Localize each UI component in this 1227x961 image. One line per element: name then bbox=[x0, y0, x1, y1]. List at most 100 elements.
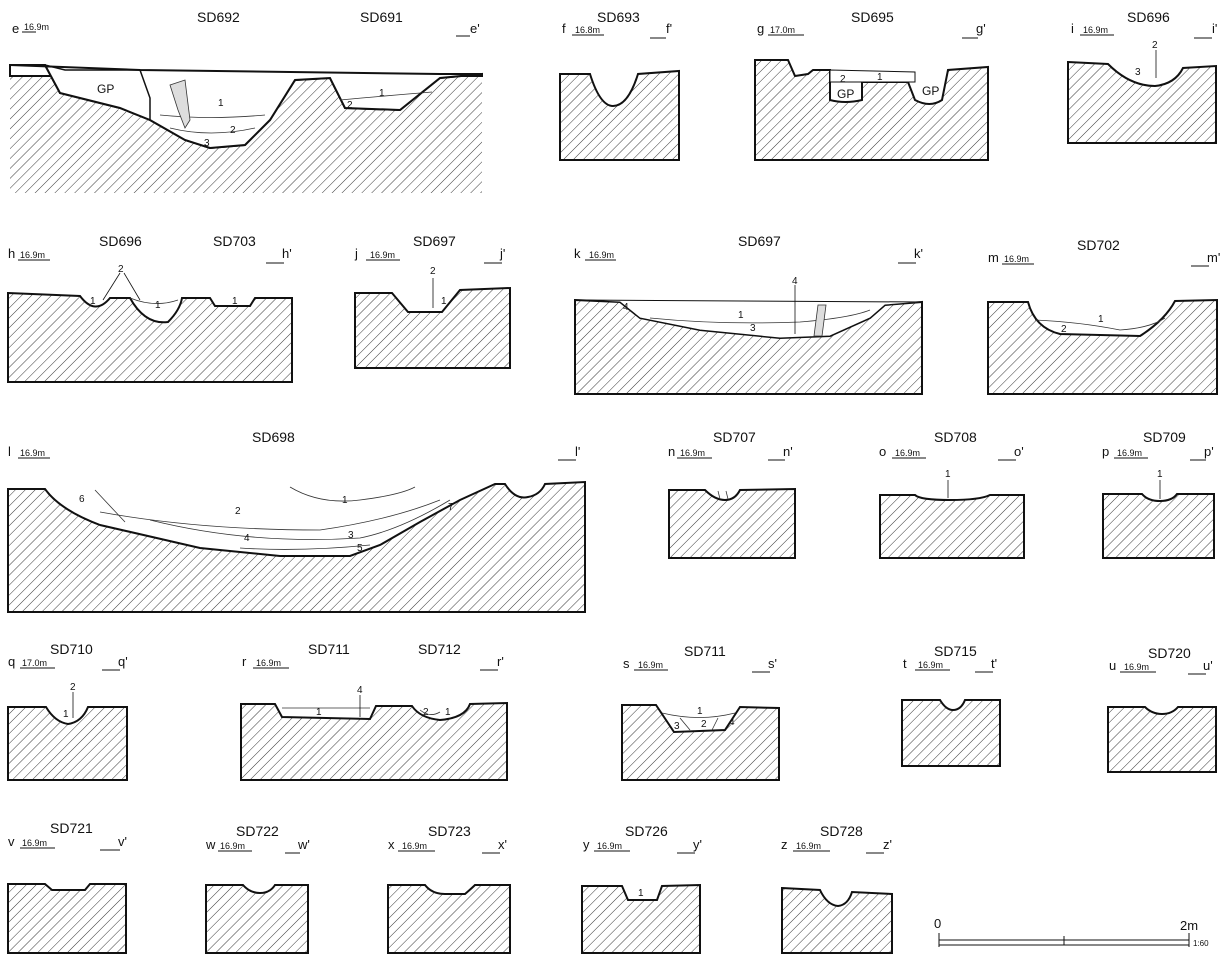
feature-label: SD692 bbox=[197, 9, 240, 25]
elevation-label: 16.9m bbox=[20, 448, 45, 458]
section-start-label: s bbox=[623, 656, 630, 671]
layer-line bbox=[159, 114, 266, 118]
section-end-label: j' bbox=[499, 246, 505, 261]
elevation-label: 16.9m bbox=[1083, 25, 1108, 35]
layer-label: 2 bbox=[230, 125, 236, 136]
section-start-label: p bbox=[1102, 444, 1109, 459]
section-start-label: h bbox=[8, 246, 15, 261]
layer-line bbox=[339, 91, 433, 101]
layer-label: 1 bbox=[316, 707, 322, 718]
gp-boundary bbox=[44, 64, 151, 120]
feature-label: SD703 bbox=[213, 233, 256, 249]
layer-label: 1 bbox=[218, 98, 224, 109]
layer-label: 1 bbox=[155, 300, 161, 311]
feature-label: SD697 bbox=[413, 233, 456, 249]
section-end-label: x' bbox=[498, 837, 507, 852]
feature-label: SD702 bbox=[1077, 237, 1120, 253]
section-f: SD693 f 16.8m f' bbox=[559, 9, 680, 161]
feature-label: SD708 bbox=[934, 429, 977, 445]
section-end-label: m' bbox=[1207, 250, 1220, 265]
layer-line bbox=[239, 544, 371, 550]
layer-line bbox=[419, 709, 441, 715]
layer-label: 2 bbox=[423, 707, 429, 718]
layer-label: 3 bbox=[750, 323, 756, 334]
layer-label: 1 bbox=[379, 88, 385, 99]
layer-label: 1 bbox=[441, 296, 447, 307]
section-start-label: k bbox=[574, 246, 581, 261]
ground-hatch bbox=[205, 884, 309, 954]
layer-label: 3 bbox=[674, 721, 680, 732]
scale-min-label: 0 bbox=[934, 916, 941, 931]
elevation-label: 17.0m bbox=[22, 658, 47, 668]
section-end-label: o' bbox=[1014, 444, 1024, 459]
layer-label: GP bbox=[97, 82, 114, 96]
layer-label: 1 bbox=[638, 888, 644, 899]
section-start-label: j bbox=[354, 246, 358, 261]
feature-label: SD697 bbox=[738, 233, 781, 249]
feature-label: SD707 bbox=[713, 429, 756, 445]
section-end-label: z' bbox=[883, 837, 892, 852]
layer-line bbox=[129, 297, 179, 304]
section-end-label: g' bbox=[976, 21, 986, 36]
section-start-label: e bbox=[12, 21, 19, 36]
section-end-label: r' bbox=[497, 654, 504, 669]
section-v: SD721 v 16.9m v' bbox=[7, 820, 127, 954]
section-end-label: l' bbox=[575, 444, 580, 459]
layer-label: 1 bbox=[1098, 314, 1104, 325]
leader-line bbox=[102, 272, 121, 301]
ground-hatch bbox=[781, 886, 893, 954]
elevation-label: 16.9m bbox=[1117, 448, 1142, 458]
feature-label: SD693 bbox=[597, 9, 640, 25]
layer-label: GP bbox=[837, 87, 854, 101]
section-start-label: o bbox=[879, 444, 886, 459]
section-end-label: n' bbox=[783, 444, 793, 459]
elevation-label: 16.9m bbox=[220, 841, 245, 851]
section-x: SD723 x 16.9m x' bbox=[387, 823, 511, 954]
layer-label: 2 bbox=[701, 719, 707, 730]
layer-label: 3 bbox=[348, 530, 354, 541]
section-start-label: i bbox=[1071, 21, 1074, 36]
section-end-label: y' bbox=[693, 837, 702, 852]
section-end-label: p' bbox=[1204, 444, 1214, 459]
feature-label: SD720 bbox=[1148, 645, 1191, 661]
ground-hatch bbox=[387, 884, 511, 954]
feature-label: SD710 bbox=[50, 641, 93, 657]
ground-hatch bbox=[581, 883, 701, 954]
layer-label: GP bbox=[922, 84, 939, 98]
elevation-label: 16.9m bbox=[589, 250, 614, 260]
feature-label: SD709 bbox=[1143, 429, 1186, 445]
feature-label: SD711 bbox=[684, 643, 726, 659]
feature-label: SD695 bbox=[851, 9, 894, 25]
section-end-label: s' bbox=[768, 656, 777, 671]
layer-label: 2 bbox=[1152, 40, 1158, 51]
section-i: SD696 i 16.9m i' 2 3 bbox=[1067, 9, 1217, 144]
section-start-label: r bbox=[242, 654, 247, 669]
section-w: SD722 w 16.9m w' bbox=[205, 823, 310, 954]
elevation-label: 16.9m bbox=[24, 22, 49, 32]
layer-label: 1 bbox=[945, 469, 951, 480]
layer-label: 2 bbox=[118, 264, 124, 275]
ground-hatch bbox=[1107, 706, 1217, 773]
layer-line bbox=[661, 712, 736, 718]
pit-fill bbox=[9, 64, 483, 150]
section-end-label: k' bbox=[914, 246, 923, 261]
layer-label: 3 bbox=[1135, 67, 1141, 78]
layer-label: 1 bbox=[445, 707, 451, 718]
section-q: SD710 q 17.0m q' 2 1 bbox=[7, 641, 128, 781]
layer-line bbox=[169, 127, 256, 134]
intrusion bbox=[813, 304, 827, 337]
section-start-label: v bbox=[8, 834, 15, 849]
section-start-label: x bbox=[388, 837, 395, 852]
section-r: SD711 SD712 r 16.9m r' 4 1 2 1 bbox=[240, 641, 508, 781]
section-start-label: u bbox=[1109, 658, 1116, 673]
layer-label: 2 bbox=[1061, 324, 1067, 335]
section-start-label: m bbox=[988, 250, 999, 265]
ground-hatch bbox=[10, 65, 482, 193]
section-h: SD696 SD703 h 16.9m h' 2 1 1 1 bbox=[7, 233, 293, 383]
layer-line bbox=[94, 489, 126, 523]
ground-hatch bbox=[901, 699, 1001, 767]
section-k: SD697 k 16.9m k' 4 4 1 3 bbox=[574, 233, 923, 395]
layer-label: 3 bbox=[204, 138, 210, 149]
layer-line bbox=[99, 499, 441, 531]
